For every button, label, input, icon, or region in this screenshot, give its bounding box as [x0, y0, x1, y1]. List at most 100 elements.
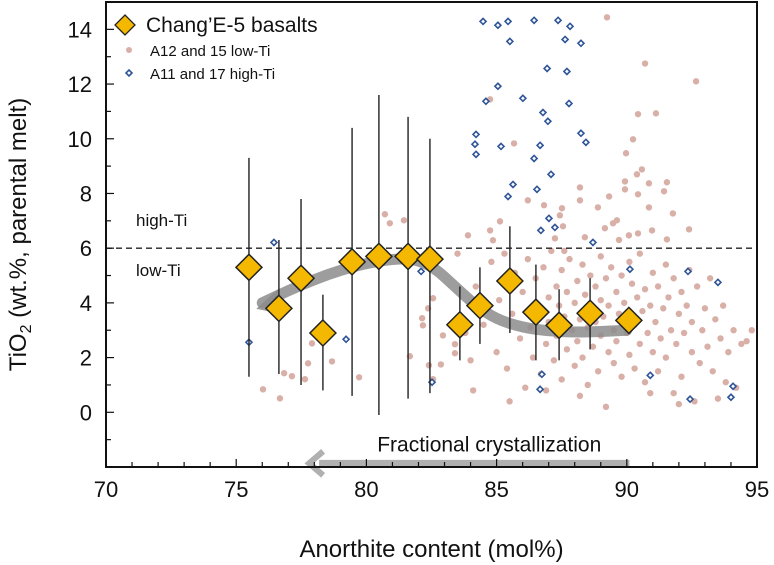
low-ti-point [647, 389, 654, 397]
low-ti-point [738, 340, 745, 348]
low-ti-point [670, 389, 677, 397]
high-ti-point [625, 265, 635, 274]
low-ti-point [603, 14, 611, 21]
high-ti-point [562, 67, 572, 76]
low-ti-point [625, 232, 633, 239]
low-ti-point [501, 250, 508, 257]
high-ti-point [550, 223, 560, 232]
low-ti-point [493, 348, 500, 356]
high-ti-point [538, 108, 548, 117]
x-tick-label: 85 [484, 477, 508, 502]
change5-point [338, 247, 367, 276]
low-ti-point [605, 193, 613, 200]
low-ti-point [654, 283, 662, 290]
high-ti-point [529, 154, 539, 163]
low-ti-point [621, 178, 629, 185]
low-ti-point [675, 310, 683, 318]
high-ti-point [581, 138, 591, 147]
low-ti-point [587, 272, 594, 279]
low-ti-point [644, 329, 651, 337]
low-ti-point [667, 327, 675, 334]
low-ti-point [602, 403, 610, 411]
low-ti-point [429, 295, 437, 302]
low-ti-point [717, 335, 724, 342]
low-ti-point [657, 335, 664, 342]
low-ti-point [553, 283, 560, 290]
fractional-crystallization-annotation [304, 449, 630, 478]
low-ti-point [418, 315, 426, 322]
y-axis-title: TiO2 (wt.%, parental melt) [5, 98, 35, 371]
low-ti-point [660, 188, 668, 195]
low-ti-label: low-Ti [136, 261, 181, 280]
high-ti-point [576, 39, 586, 48]
high-ti-point [471, 130, 481, 139]
low-ti-point [634, 230, 642, 237]
low-ti-point [706, 275, 714, 282]
low-ti-point [725, 348, 732, 356]
low-ti-point [304, 360, 312, 367]
legend-label-change5: Chang’E-5 basalts [146, 14, 318, 37]
low-ti-point [288, 372, 296, 380]
high-ti-point [518, 94, 528, 103]
low-ti-point [636, 250, 644, 257]
low-ti-point [634, 110, 642, 118]
high-ti-point [683, 267, 693, 276]
low-ti-point [467, 357, 474, 364]
low-ti-point [489, 237, 497, 244]
low-ti-point [663, 179, 671, 186]
y-tick-label: 12 [68, 72, 92, 97]
low-ti-point [581, 234, 589, 241]
low-ti-point [276, 395, 284, 402]
low-ti-point [638, 166, 646, 173]
low-ti-point [634, 294, 641, 301]
low-ti-point [704, 343, 711, 350]
low-ti-point [328, 358, 336, 365]
low-ti-point [673, 340, 680, 348]
fractional-crystallization-label: Fractional crystallization [377, 433, 601, 456]
change5-point [445, 310, 474, 339]
low-ti-point [626, 351, 633, 359]
change5-point [576, 299, 605, 328]
low-ti-point [574, 337, 581, 345]
change5-point [465, 291, 494, 320]
low-ti-point [540, 202, 548, 209]
low-ti-point [469, 387, 477, 394]
low-ti-point [683, 302, 690, 309]
low-ti-point [615, 236, 623, 244]
low-ti-point [662, 354, 670, 361]
high-ti-point [508, 180, 518, 189]
low-ti-point [597, 253, 604, 260]
low-ti-point [594, 368, 602, 375]
high-ti-point [544, 214, 554, 223]
low-ti-point [571, 362, 578, 369]
low-ti-point [701, 305, 709, 312]
low-ti-series [259, 14, 755, 411]
y-tick-label: 14 [68, 17, 92, 42]
low-ti-point [730, 327, 737, 334]
low-ti-point [551, 235, 559, 242]
low-ti-point [400, 217, 408, 224]
plot-frame [105, 1, 758, 468]
high-ti-point [560, 35, 570, 44]
low-ti-point [712, 316, 719, 323]
low-ti-point [584, 381, 591, 389]
low-ti-point [454, 250, 461, 257]
low-ti-point [645, 204, 653, 211]
y-tick-label: 0 [80, 400, 92, 425]
low-ti-point [529, 354, 537, 361]
change5-point [495, 266, 524, 296]
change5-series [234, 95, 643, 416]
low-ti-point [678, 373, 685, 380]
low-ti-point [506, 398, 513, 405]
high-ti-point [493, 82, 503, 91]
low-ti-point [524, 255, 532, 263]
low-ti-point [693, 283, 701, 290]
low-ti-point [542, 340, 550, 348]
legend-marker-low-ti [126, 47, 132, 53]
low-ti-point [519, 288, 526, 296]
low-ti-point [670, 275, 677, 282]
low-ti-point [709, 368, 716, 375]
high-ti-point [471, 150, 481, 159]
low-ti-point [649, 269, 657, 276]
